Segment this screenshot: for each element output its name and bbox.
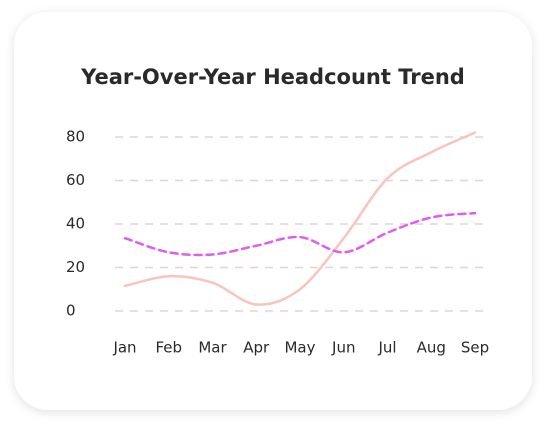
y-tick-label: 80 [66,128,85,146]
x-tick-label: Apr [243,339,270,357]
chart-title: Year-Over-Year Headcount Trend [80,65,465,89]
y-tick-label: 60 [66,171,85,189]
y-tick-label: 20 [66,258,85,276]
x-tick-label: Jul [377,339,396,357]
x-tick-label: Mar [198,339,227,357]
x-tick-label: May [284,339,315,357]
x-tick-label: Jan [112,339,136,357]
line-series [123,211,477,257]
y-tick-label: 40 [66,215,85,233]
line-series [123,131,477,306]
x-tick-label: Aug [417,339,446,357]
x-tick-label: Jun [331,339,355,357]
x-tick-label: Feb [155,339,182,357]
x-tick-label: Sep [461,339,489,357]
y-tick-label: 0 [66,302,76,320]
